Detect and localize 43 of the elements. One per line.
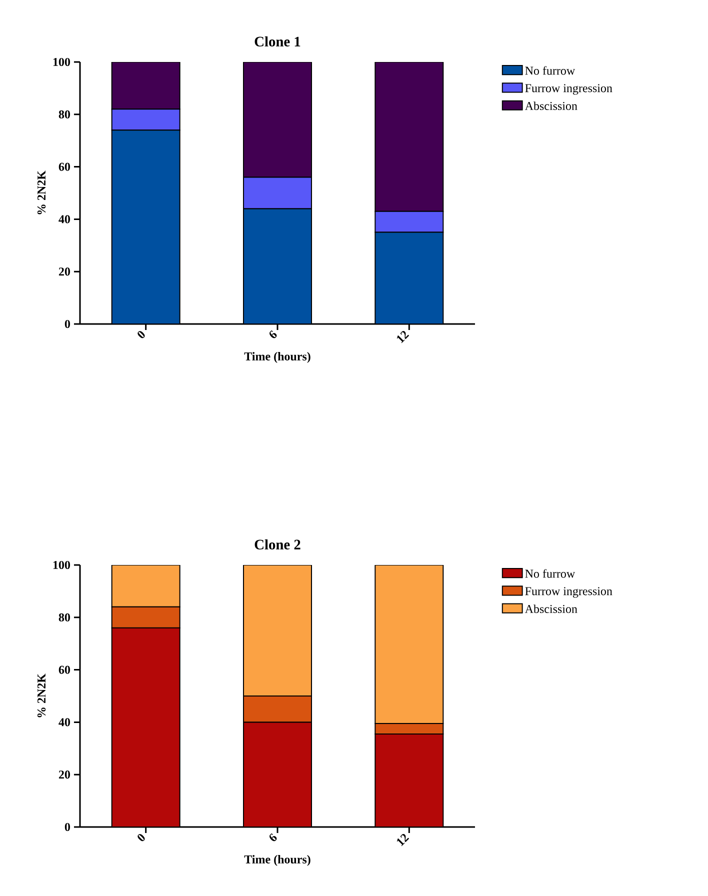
- bar: [374, 232, 444, 324]
- chart-title: Clone 2: [254, 539, 300, 550]
- legend-label: Furrow ingression: [525, 587, 612, 598]
- x-tick-label: 0: [138, 834, 145, 842]
- bar: [243, 564, 312, 696]
- bar: [243, 62, 312, 178]
- bar: [111, 564, 180, 608]
- y-tick-label: 80: [58, 110, 70, 118]
- x-tick-label: 6: [270, 330, 277, 338]
- bar: [111, 130, 180, 324]
- bar: [374, 733, 444, 827]
- y-tick-label: 60: [58, 162, 70, 171]
- bar: [243, 176, 312, 210]
- bar: [374, 564, 444, 724]
- legend-label: Abscission: [524, 102, 578, 110]
- y-tick-label: 0: [64, 320, 70, 328]
- legend-label: Furrow ingression: [525, 84, 612, 95]
- y-tick-label: 60: [58, 666, 70, 674]
- bar: [374, 62, 444, 212]
- y-tick-label: 40: [58, 215, 70, 224]
- y-tick-label: 0: [64, 822, 70, 832]
- bar: [243, 208, 312, 324]
- x-tick-label: 6: [270, 833, 277, 842]
- legend-label: No furrow: [525, 569, 576, 578]
- bar: [243, 722, 312, 827]
- bar: [111, 627, 180, 827]
- x-tick-label: 0: [138, 331, 145, 338]
- y-tick-label: 80: [58, 613, 70, 622]
- x-tick-label: 12: [397, 331, 410, 344]
- y-tick-label: 100: [53, 560, 70, 570]
- chart-title: Clone 1: [254, 36, 300, 46]
- x-axis-title: Time (hours): [244, 855, 310, 866]
- y-tick-label: 100: [53, 58, 70, 66]
- y-axis-title: % 2N2K: [37, 674, 46, 718]
- y-tick-label: 20: [58, 268, 70, 276]
- y-tick-label: 20: [58, 770, 70, 779]
- y-axis-title: % 2N2K: [37, 170, 46, 214]
- x-axis-title: Time (hours): [244, 352, 310, 363]
- y-tick-label: 40: [58, 718, 70, 726]
- x-tick-label: 12: [397, 834, 410, 846]
- legend-label: No furrow: [525, 66, 576, 75]
- legend-label: Abscission: [524, 604, 578, 614]
- bar: [111, 62, 180, 110]
